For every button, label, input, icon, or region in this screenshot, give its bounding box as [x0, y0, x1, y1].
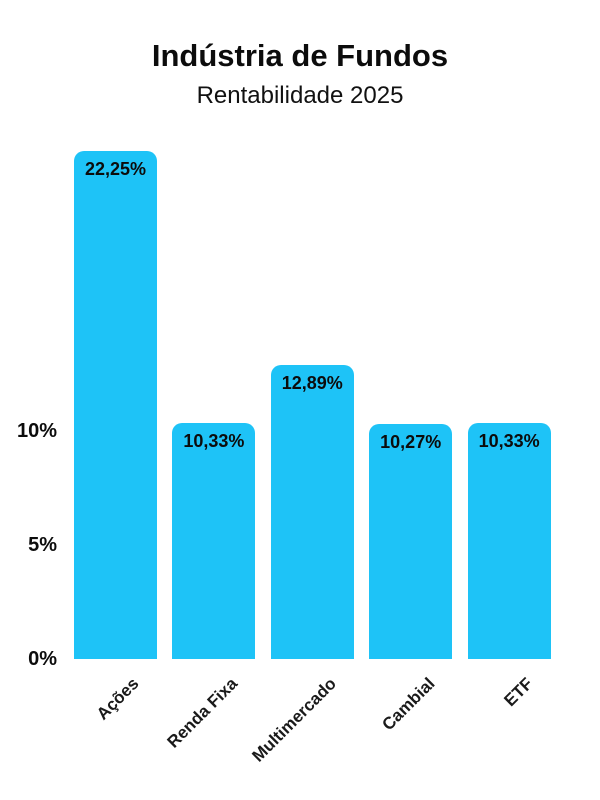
bar-ações	[74, 150, 157, 659]
x-axis-category-label: Multimercado	[248, 674, 340, 766]
bar-multimercado	[270, 364, 354, 659]
x-axis-category-label: Ações	[93, 674, 143, 724]
x-axis-category-label: Cambial	[377, 674, 439, 735]
bar-value-label: 22,25%	[84, 158, 147, 179]
bar-value-label: 10,33%	[183, 431, 245, 452]
bar-cambial	[369, 424, 453, 659]
bar-etf	[467, 423, 551, 659]
x-axis-category-label: Renda Fixa	[163, 674, 242, 752]
y-axis-tick-label: 0%	[28, 648, 57, 670]
chart-title: Indústria de Fundos	[151, 38, 449, 73]
y-axis-tick-label: 10%	[16, 419, 57, 442]
x-axis-category-label: ETF	[500, 674, 537, 711]
y-axis-tick-label: 5%	[28, 533, 57, 556]
bar-renda-fixa	[172, 423, 256, 659]
bar-value-label: 10,27%	[380, 432, 442, 453]
bar-value-label: 10,33%	[478, 431, 540, 452]
bar-value-label: 12,89%	[281, 372, 343, 393]
chart-subtitle: Rentabilidade 2025	[196, 82, 404, 109]
